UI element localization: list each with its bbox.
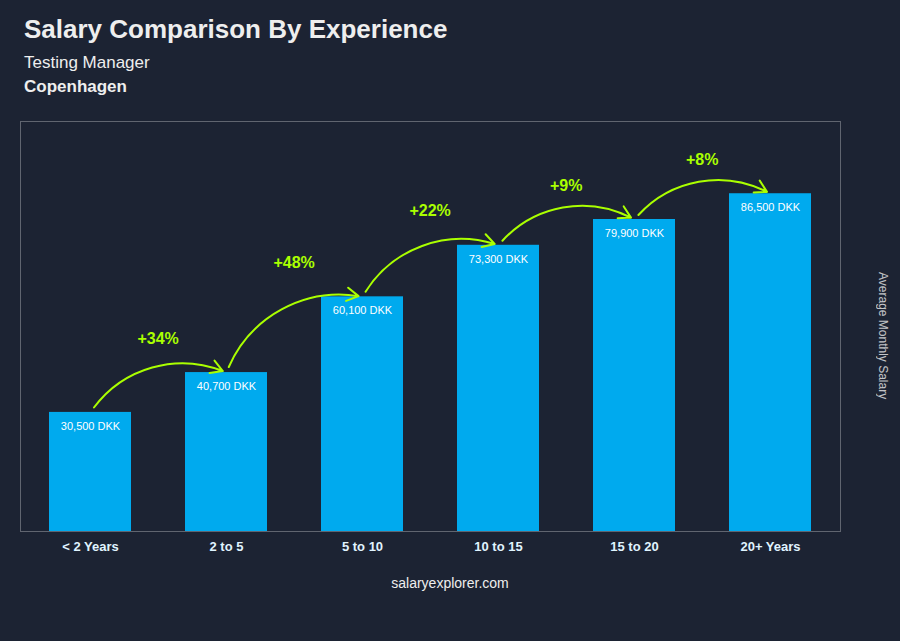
html-text:salaryexplorer.com: salaryexplorer.com bbox=[391, 575, 509, 591]
svg-text:+22%: +22% bbox=[409, 202, 450, 219]
svg-text:+9%: +9% bbox=[550, 177, 582, 194]
svg-text:+34%: +34% bbox=[137, 330, 178, 347]
svg-text:10 to 15: 10 to 15 bbox=[474, 539, 522, 554]
svg-text:73,300 DKK: 73,300 DKK bbox=[469, 253, 529, 265]
svg-text:79,900 DKK: 79,900 DKK bbox=[605, 227, 665, 239]
html-text:Average Monthly Salary: Average Monthly Salary bbox=[876, 272, 890, 400]
svg-text:+48%: +48% bbox=[273, 254, 314, 271]
html-text:Copenhagen: Copenhagen bbox=[24, 77, 127, 96]
svg-text:5 to 10: 5 to 10 bbox=[342, 539, 383, 554]
svg-text:40,700 DKK: 40,700 DKK bbox=[197, 380, 257, 392]
svg-text:< 2 Years: < 2 Years bbox=[62, 539, 119, 554]
svg-text:+8%: +8% bbox=[686, 151, 718, 168]
svg-text:60,100 DKK: 60,100 DKK bbox=[333, 304, 393, 316]
svg-text:15 to 20: 15 to 20 bbox=[610, 539, 658, 554]
svg-text:20+ Years: 20+ Years bbox=[740, 539, 800, 554]
html-text:Salary Comparison By Experienc: Salary Comparison By Experience bbox=[24, 14, 448, 44]
svg-text:30,500 DKK: 30,500 DKK bbox=[61, 420, 121, 432]
svg-text:2 to 5: 2 to 5 bbox=[210, 539, 244, 554]
html-text:Testing Manager: Testing Manager bbox=[24, 53, 150, 72]
svg-text:86,500 DKK: 86,500 DKK bbox=[741, 201, 801, 213]
